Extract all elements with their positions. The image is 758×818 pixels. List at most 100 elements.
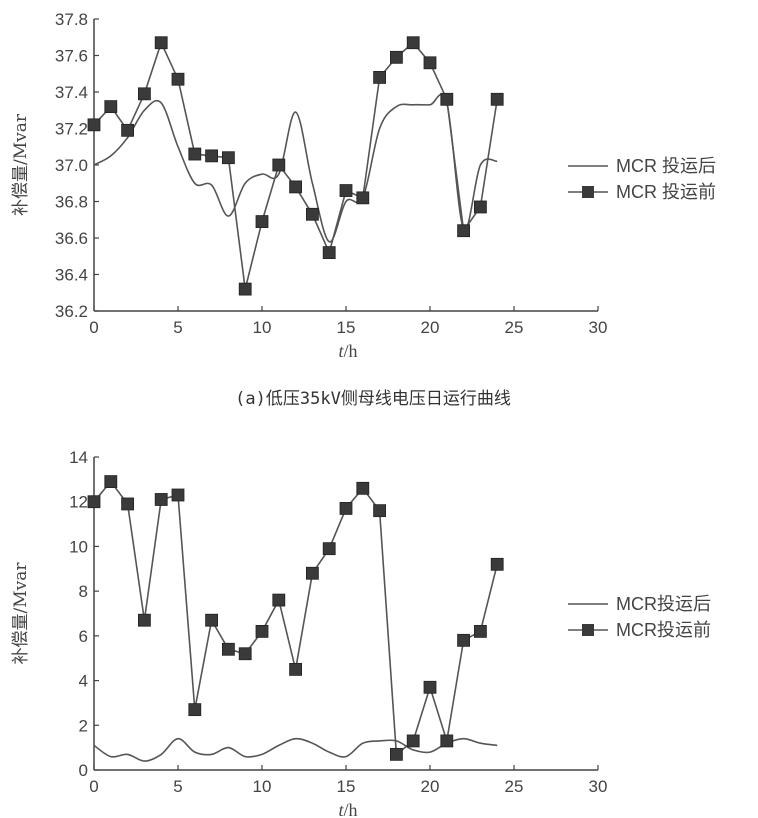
chart-b-series-before-point <box>457 633 471 647</box>
chart-a-series-before-point <box>373 71 387 84</box>
chart-b-y-tick-label: 0 <box>79 761 88 780</box>
chart-b-series-before-point <box>356 481 370 495</box>
chart-a-legend-after-label: MCR 投运后 <box>616 156 716 176</box>
chart-b-series-before-point <box>154 493 168 506</box>
chart-a-x-axis-label-unit: /h <box>344 341 358 361</box>
chart-a-series-before-point <box>238 282 252 296</box>
chart-b-series-before-point <box>473 624 487 638</box>
chart-a-series-before-point <box>171 72 185 86</box>
chart-b-legend-before-marker <box>582 624 594 636</box>
chart-b-series-before-point <box>406 734 420 748</box>
chart-a-series-before-point <box>289 180 303 194</box>
chart-b-y-tick-label: 8 <box>79 582 88 601</box>
chart-a-series-before-point <box>389 50 403 64</box>
chart-a-series-before-point <box>473 200 487 214</box>
chart-a-y-tick-label: 37.0 <box>55 156 88 175</box>
chart-b-series-before-point <box>238 647 252 661</box>
chart-b-legend-after-label: MCR投运后 <box>616 594 711 614</box>
chart-a-series-before-point <box>188 147 202 161</box>
chart-b-legend-before-label: MCR投运前 <box>616 620 711 640</box>
chart-a-series-before-point <box>154 36 168 50</box>
chart-b-y-tick-label: 14 <box>69 448 88 467</box>
chart-b-y-tick-label: 2 <box>79 716 88 735</box>
chart-b-y-tick-label: 10 <box>69 537 88 556</box>
chart-a-x-tick-label: 25 <box>505 318 524 337</box>
chart-b-series-before-point <box>389 747 403 761</box>
chart-b-x-tick-label: 25 <box>505 777 524 796</box>
chart-a-series-before-point <box>255 215 269 228</box>
chart-b-series-before-point <box>322 542 336 556</box>
chart-b-x-axis-label-var: t <box>338 800 344 818</box>
chart-a-series-before-line <box>93 40 498 290</box>
chart-b-series-before-point <box>205 613 219 627</box>
chart-b-series-before-point <box>373 504 387 518</box>
chart-b-series-before-point <box>137 613 151 627</box>
chart-a-series-before-point <box>423 56 437 70</box>
chart-b-x-axis-label: t/h <box>338 800 357 818</box>
chart-b-x-tick-label: 5 <box>173 777 182 796</box>
chart-b-x-tick-label: 10 <box>253 777 272 796</box>
chart-b-series-before-point <box>188 703 202 717</box>
chart-b-x-axis-label-unit: /h <box>344 800 358 818</box>
chart-a-series-before-point <box>305 207 319 221</box>
chart-a-x-tick-label: 30 <box>589 318 608 337</box>
chart-a-legend-before-label: MCR 投运前 <box>616 182 716 202</box>
chart-a-series-before-point <box>272 158 286 172</box>
chart-a-y-tick-label: 36.6 <box>55 229 88 248</box>
chart-b-series-before-point <box>171 488 185 502</box>
chart-a-y-tick-label: 37.4 <box>55 83 88 102</box>
chart-b-series-before-point <box>305 566 319 580</box>
chart-b-x-tick-label: 0 <box>89 777 98 796</box>
chart-b-y-tick-label: 6 <box>79 627 88 646</box>
chart-a-x-axis-label: t/h <box>338 341 357 361</box>
chart-b-y-axis-label: 补偿量/Mvar <box>11 562 31 665</box>
chart-a-y-tick-label: 37.2 <box>55 120 88 139</box>
chart-a-caption: (a)低压35kV侧母线电压日运行曲线 <box>235 389 511 409</box>
chart-a-series-before-point <box>322 246 336 260</box>
chart-a-series-after-line <box>93 93 498 243</box>
chart-b-series-before-point <box>221 642 235 656</box>
chart-a-x-tick-label: 0 <box>89 318 98 337</box>
chart-b-series-before-point <box>440 734 454 748</box>
chart-b-compensation: 0 2 4 6 8 10 12 14 0 5 10 15 20 25 30 补偿量/Mvar t/h MCR投运后… <box>11 448 711 818</box>
chart-a-series-before-point <box>205 149 219 163</box>
chart-b-y-tick-label: 12 <box>69 493 88 512</box>
chart-b-x-tick-label: 30 <box>589 777 608 796</box>
chart-a-series-before-point <box>490 92 504 106</box>
chart-b-series-before-point <box>490 557 504 571</box>
chart-a-series-before-point <box>87 118 101 132</box>
chart-b-series-after-line <box>93 737 498 762</box>
chart-b-series-before-point <box>121 497 134 511</box>
chart-a-y-tick-label: 37.8 <box>55 10 88 29</box>
chart-b-series-before-point <box>423 680 437 694</box>
chart-a-series-before-point <box>406 36 420 50</box>
chart-a-y-tick-label: 36.8 <box>55 193 88 212</box>
chart-a-series-before-point <box>440 92 454 106</box>
chart-a-series-before-point <box>121 123 134 137</box>
chart-a-legend-before-marker <box>582 186 594 198</box>
chart-a-y-tick-label: 37.6 <box>55 47 88 66</box>
chart-b-x-tick-label: 20 <box>421 777 440 796</box>
chart-a-series-before-point <box>104 100 118 113</box>
chart-a-x-tick-label: 20 <box>421 318 440 337</box>
chart-a-series-before-point <box>339 184 353 197</box>
chart-a-voltage: 36.2 36.4 36.6 36.8 37.0 37.2 37.4 37.6 37.8 0 5 10… <box>11 10 716 361</box>
chart-a-x-tick-label: 10 <box>253 318 272 337</box>
chart-a-y-axis-label: 补偿量/Mvar <box>11 113 31 216</box>
chart-b-series-before-point <box>104 475 118 488</box>
chart-b-x-tick-label: 15 <box>337 777 356 796</box>
chart-a-series-before-point <box>221 151 235 165</box>
chart-a-series-before-point <box>457 224 471 238</box>
chart-a-y-tick-label: 36.4 <box>55 266 88 285</box>
chart-b-series-before-point <box>255 624 269 638</box>
chart-b-series-before-point <box>87 495 101 509</box>
chart-a-series-before-point <box>356 191 370 205</box>
chart-a-y-tick-label: 36.2 <box>55 302 88 321</box>
chart-b-series-before-line <box>93 480 498 756</box>
chart-b-series-before-point <box>289 662 303 676</box>
chart-a-x-tick-label: 15 <box>337 318 356 337</box>
chart-a-series-before-point <box>137 87 151 101</box>
chart-a-x-tick-label: 5 <box>173 318 182 337</box>
chart-b-series-before-point <box>339 502 353 515</box>
